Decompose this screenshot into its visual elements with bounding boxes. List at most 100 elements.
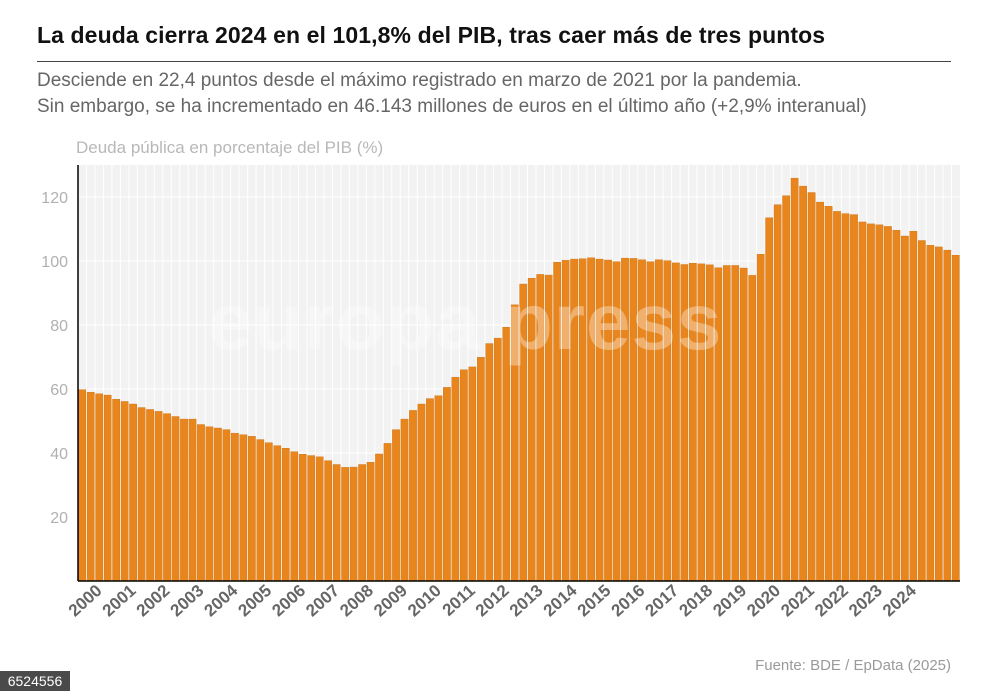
image-code-badge: 6524556 <box>0 671 70 691</box>
data-bar <box>341 467 349 582</box>
data-bar <box>366 462 375 582</box>
data-bar <box>578 258 587 582</box>
x-tick-label: 2007 <box>302 581 343 620</box>
x-tick-label: 2006 <box>268 581 309 620</box>
x-tick-label: 2000 <box>65 581 106 620</box>
data-bar <box>858 221 867 582</box>
data-bar <box>867 223 875 582</box>
data-bar <box>782 195 790 582</box>
data-bar <box>850 214 858 582</box>
data-bar <box>663 260 672 582</box>
data-bar <box>884 226 892 582</box>
x-tick-label: 2011 <box>439 581 479 620</box>
y-tick-label: 20 <box>50 510 68 527</box>
data-bar <box>358 464 366 582</box>
data-bar <box>171 416 180 582</box>
data-bar <box>349 466 358 582</box>
data-bar <box>604 259 612 582</box>
x-tick-label: 2002 <box>133 581 174 620</box>
x-tick-label: 2018 <box>675 581 716 620</box>
data-bar <box>468 366 477 582</box>
data-bar <box>824 206 833 582</box>
data-bar <box>629 258 638 582</box>
data-bar <box>807 192 816 582</box>
data-bar <box>281 448 290 582</box>
x-tick-label: 2015 <box>574 581 615 620</box>
data-bar <box>451 376 460 582</box>
chart-title: La deuda cierra 2024 en el 101,8% del PI… <box>37 22 826 48</box>
x-tick-label: 2008 <box>336 581 377 620</box>
data-bar <box>86 392 95 582</box>
data-bar <box>197 424 205 582</box>
data-bar <box>307 455 316 582</box>
data-bar <box>324 460 333 582</box>
data-bar <box>722 265 731 582</box>
x-tick-label: 2005 <box>234 581 275 620</box>
y-tick-label: 60 <box>50 382 68 399</box>
data-bar <box>493 337 502 582</box>
data-bar <box>765 217 774 582</box>
x-tick-label: 2019 <box>709 581 750 620</box>
data-bar <box>231 432 239 582</box>
data-bar <box>570 258 578 582</box>
y-tick-label: 80 <box>50 318 68 335</box>
data-bar <box>214 427 222 582</box>
data-bar <box>443 387 451 582</box>
y-tick-label: 100 <box>41 254 68 271</box>
data-bar <box>392 429 400 582</box>
data-bar <box>264 442 273 582</box>
data-bar <box>672 262 680 582</box>
subtitle-line-2: Sin embargo, se ha incrementado en 46.14… <box>37 96 867 117</box>
data-bar <box>332 464 341 582</box>
x-tick-label: 2001 <box>99 581 140 620</box>
data-bar <box>799 185 807 582</box>
data-bar <box>646 261 655 582</box>
y-tick-label: 40 <box>50 446 68 463</box>
data-bar <box>689 263 697 582</box>
data-bar <box>248 436 256 582</box>
data-bar <box>78 389 87 582</box>
data-bar <box>137 407 146 582</box>
data-bar <box>773 204 782 582</box>
y-axis-label: Deuda pública en porcentaje del PIB (%) <box>76 138 384 157</box>
data-bar <box>103 394 112 582</box>
x-tick-label: 2022 <box>811 581 852 620</box>
data-bar <box>222 429 231 582</box>
data-bar <box>934 246 943 582</box>
data-bar <box>892 230 901 582</box>
data-bar <box>476 357 485 582</box>
data-bar <box>875 224 884 582</box>
data-bar <box>536 274 545 582</box>
data-bar <box>502 327 511 582</box>
data-bar <box>790 177 799 582</box>
data-bar <box>485 343 494 582</box>
data-bar <box>612 261 621 582</box>
data-bar <box>527 278 536 582</box>
data-bar <box>298 454 307 582</box>
title-divider <box>37 61 951 62</box>
data-bar <box>519 283 528 582</box>
data-bar <box>553 262 562 582</box>
data-bar <box>417 403 426 582</box>
x-tick-label: 2023 <box>845 581 886 620</box>
data-bar <box>621 257 629 582</box>
data-bar <box>154 411 163 582</box>
data-bar <box>400 418 409 582</box>
x-tick-label: 2014 <box>540 580 581 620</box>
data-bar <box>434 395 443 582</box>
data-bar <box>561 260 570 582</box>
data-bar <box>951 255 960 582</box>
data-bar <box>273 445 282 582</box>
source-note: Fuente: BDE / EpData (2025) <box>755 657 951 674</box>
x-tick-label: 2004 <box>201 580 242 620</box>
x-tick-label: 2009 <box>370 581 411 620</box>
data-bar <box>748 275 757 582</box>
x-tick-label: 2024 <box>879 580 920 620</box>
data-bar <box>129 403 137 582</box>
data-bar <box>901 235 909 582</box>
data-bar <box>409 410 417 582</box>
data-bar <box>315 456 324 582</box>
data-bar <box>510 304 519 582</box>
data-bar <box>587 257 595 582</box>
data-bar <box>544 274 553 582</box>
